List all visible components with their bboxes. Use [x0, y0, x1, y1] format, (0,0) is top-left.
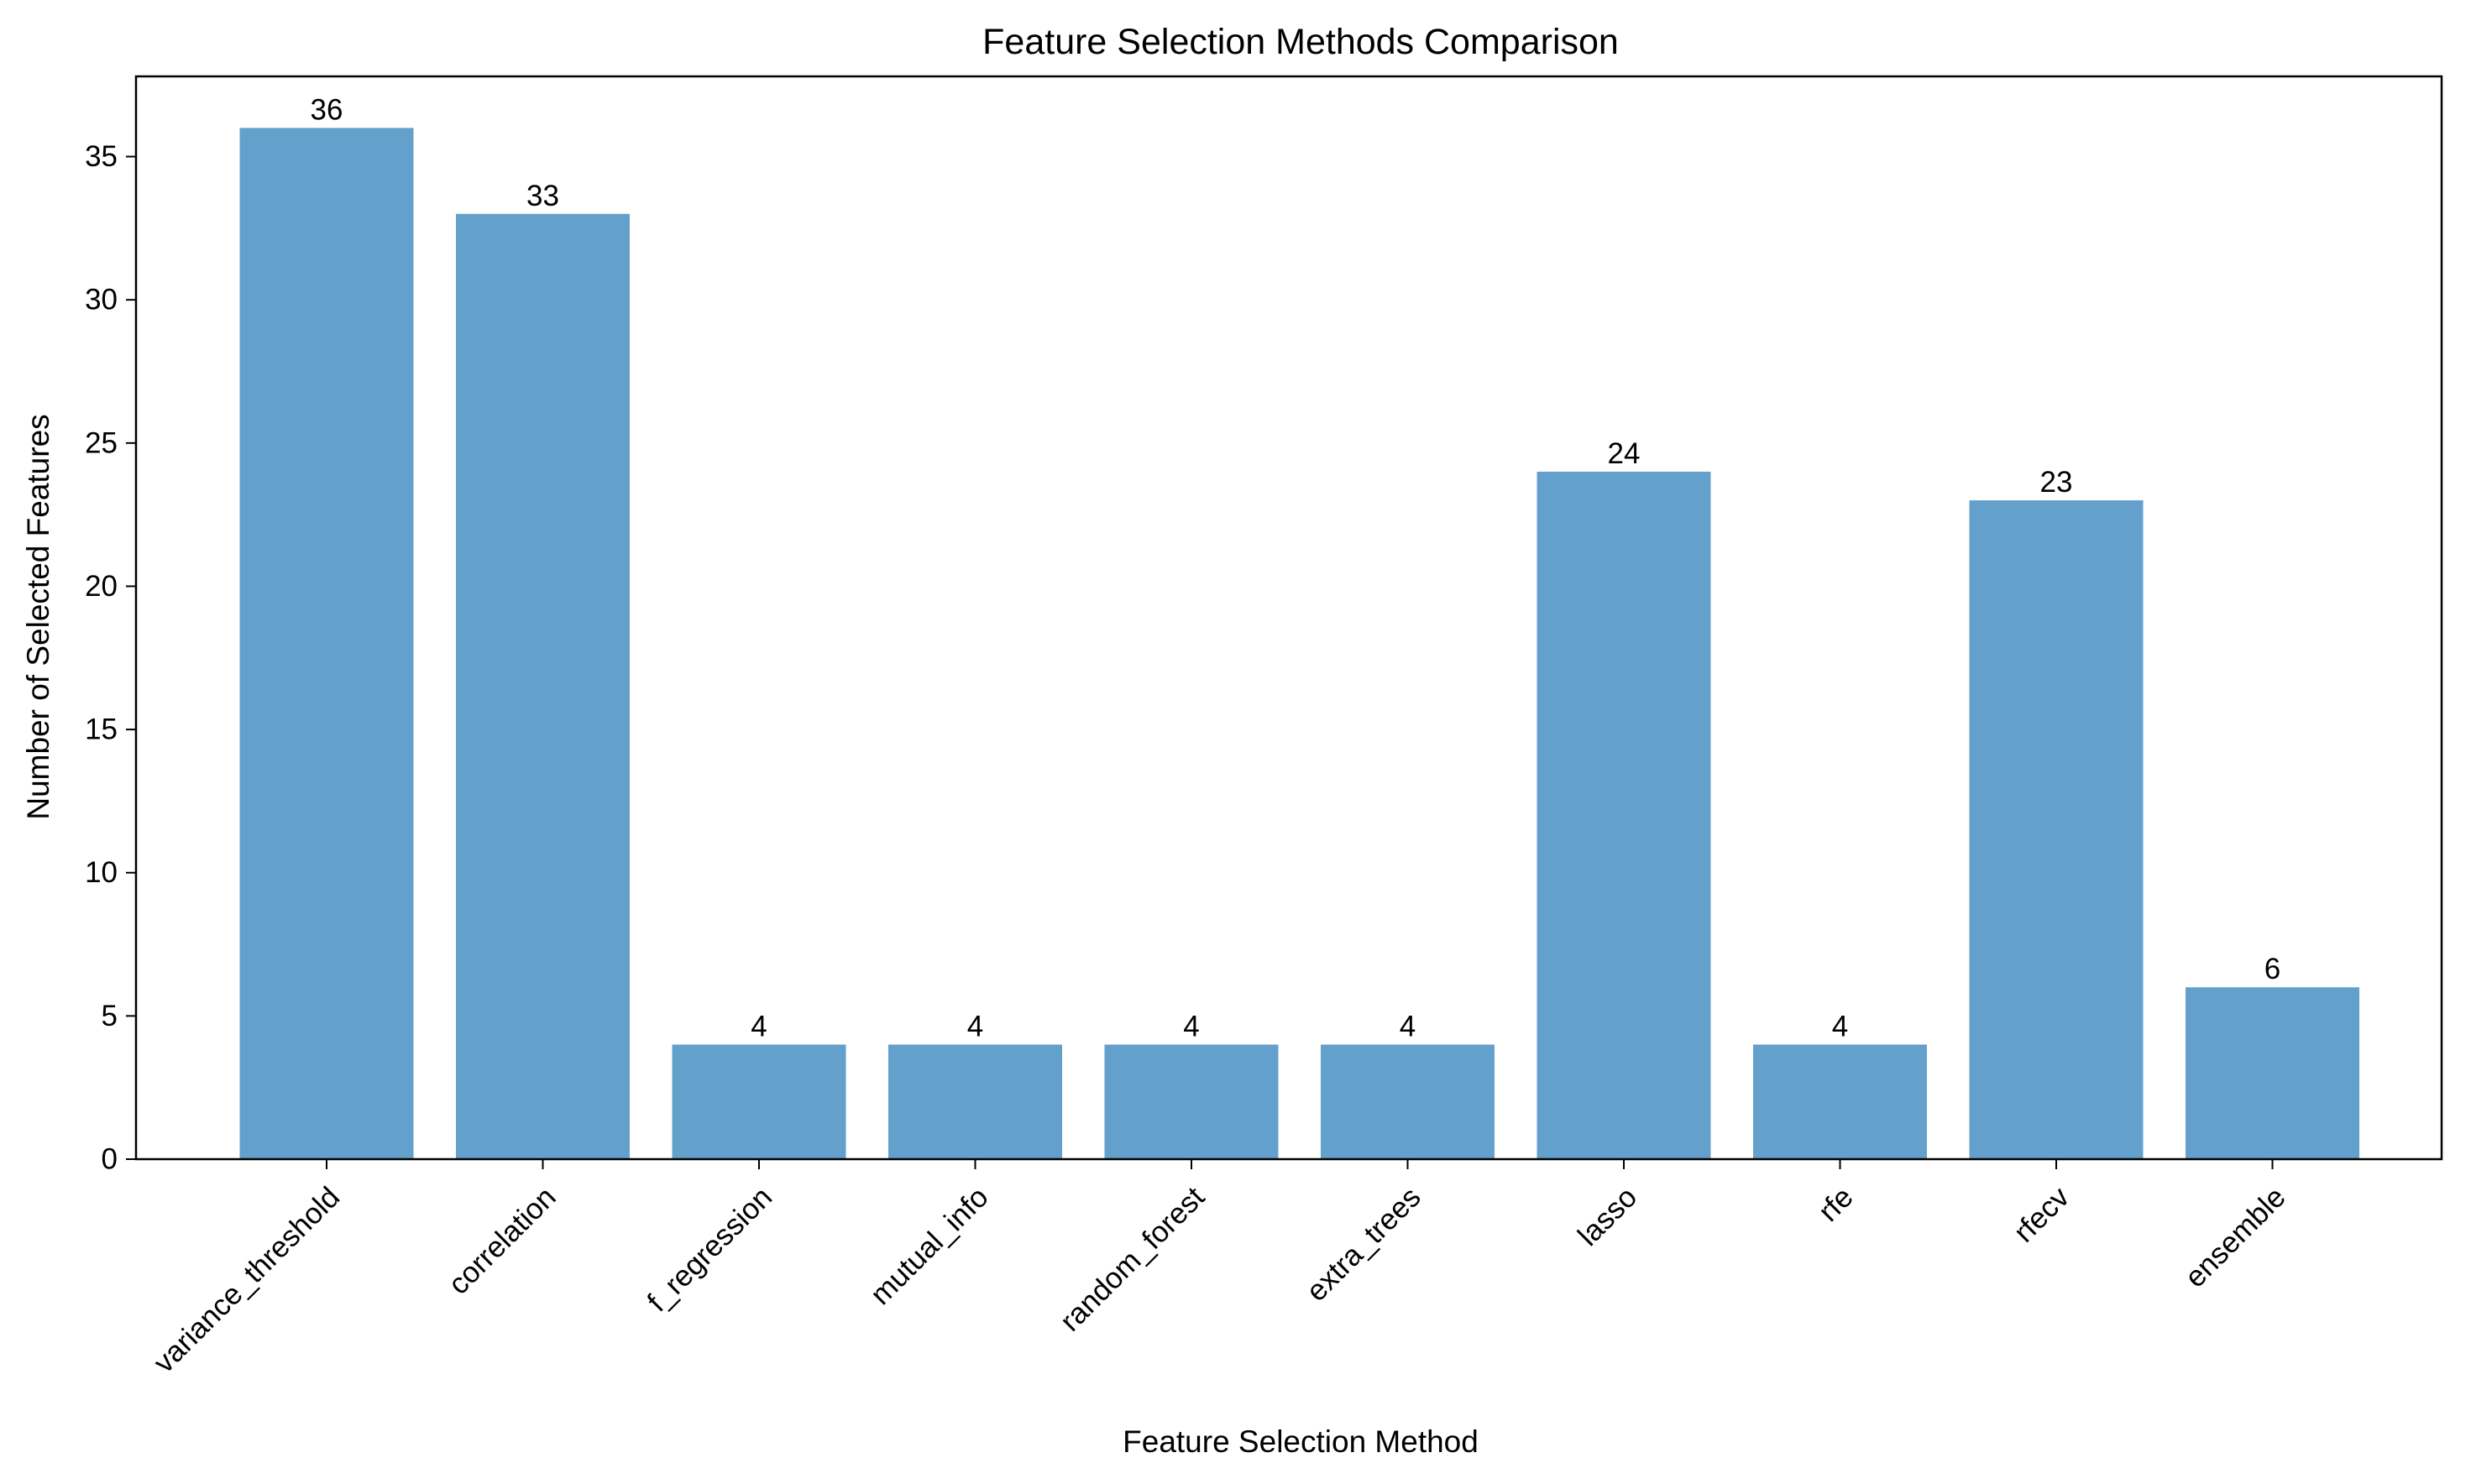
- bars-group: [239, 128, 2359, 1159]
- x-tick-label-f_regression: f_regression: [641, 1181, 778, 1319]
- y-tick-label-15: 15: [85, 713, 118, 746]
- x-tick-label-rfe: rfe: [1812, 1181, 1859, 1228]
- data-label-ensemble: 6: [2264, 953, 2280, 985]
- y-tick-label-30: 30: [85, 284, 118, 316]
- data-label-correlation: 33: [526, 180, 559, 212]
- bar-rfe: [1753, 1044, 1927, 1159]
- data-label-mutual_info: 4: [967, 1010, 983, 1042]
- x-tick-label-random_forest: random_forest: [1054, 1180, 1211, 1337]
- data-label-lasso: 24: [1608, 437, 1641, 470]
- bar-random_forest: [1104, 1044, 1279, 1159]
- y-tick-label-10: 10: [85, 856, 118, 889]
- x-tick-label-correlation: correlation: [442, 1181, 563, 1301]
- y-axis-label: Number of Selected Features: [21, 414, 55, 819]
- data-label-rfecv: 23: [2040, 466, 2073, 499]
- y-axis: 0 5 10 15 20 25 30 35: [85, 140, 136, 1176]
- plot-frame: [134, 75, 2443, 1161]
- data-label-f_regression: 4: [751, 1010, 767, 1042]
- bar-f_regression: [672, 1044, 846, 1159]
- chart-title: Feature Selection Methods Comparison: [982, 22, 1619, 62]
- x-tick-label-ensemble: ensemble: [2179, 1181, 2292, 1294]
- y-tick-label-5: 5: [102, 1000, 118, 1032]
- x-tick-label-variance_threshold: variance_threshold: [147, 1181, 346, 1380]
- y-tick-label-35: 35: [85, 140, 118, 173]
- x-tick-label-extra_trees: extra_trees: [1300, 1181, 1427, 1308]
- y-tick-label-0: 0: [102, 1143, 118, 1176]
- bar-rfecv: [1969, 500, 2144, 1159]
- data-label-rfe: 4: [1832, 1010, 1848, 1042]
- x-axis-label: Feature Selection Method: [1123, 1424, 1479, 1459]
- y-tick-label-20: 20: [85, 570, 118, 603]
- bar-mutual_info: [888, 1044, 1062, 1159]
- data-label-random_forest: 4: [1183, 1010, 1199, 1042]
- bar-correlation: [456, 213, 630, 1159]
- data-label-extra_trees: 4: [1400, 1010, 1416, 1042]
- x-tick-label-rfecv: rfecv: [2008, 1180, 2076, 1249]
- x-axis: variance_threshold correlation f_regressio…: [147, 1159, 2292, 1380]
- x-tick-label-mutual_info: mutual_info: [864, 1181, 995, 1312]
- bar-lasso: [1537, 471, 1711, 1159]
- x-tick-label-lasso: lasso: [1572, 1181, 1643, 1252]
- data-label-variance_threshold: 36: [311, 93, 343, 126]
- bar-ensemble: [2186, 987, 2359, 1159]
- y-tick-label-25: 25: [85, 426, 118, 459]
- bar-variance_threshold: [239, 128, 414, 1159]
- bar-extra_trees: [1321, 1044, 1495, 1159]
